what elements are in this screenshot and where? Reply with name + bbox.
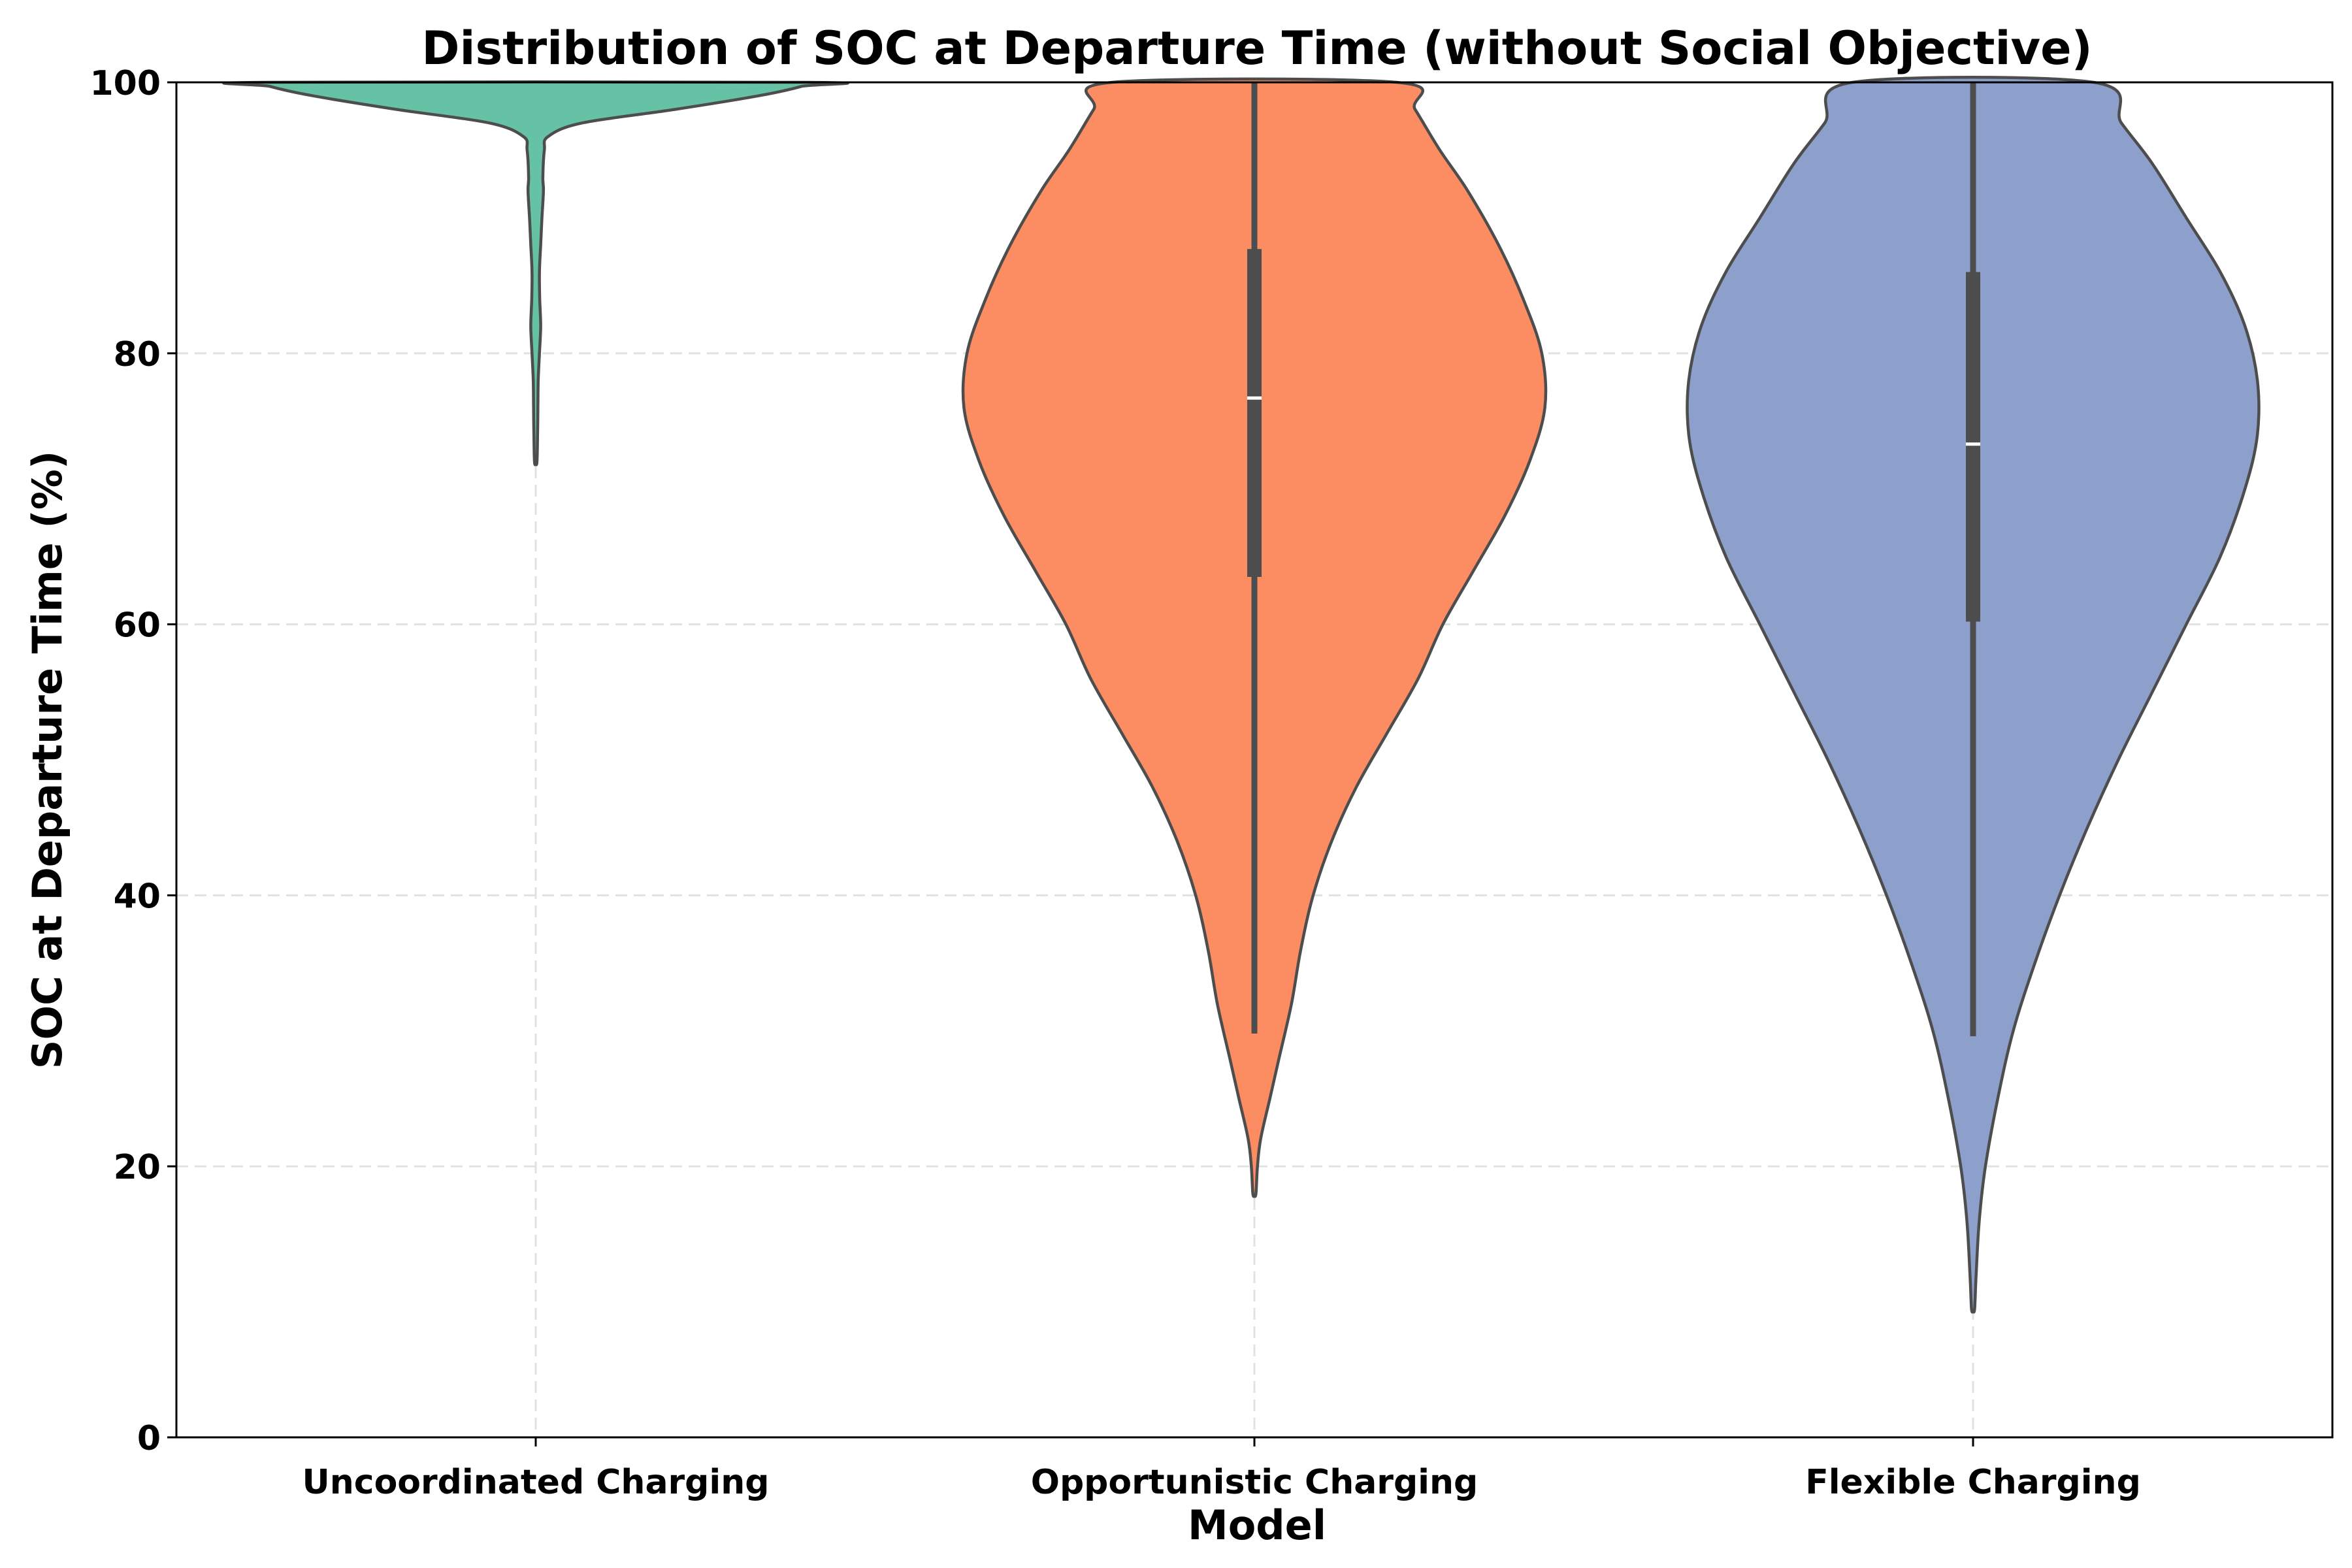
y-tick-label: 0 bbox=[137, 1419, 161, 1458]
y-tick-label: 60 bbox=[114, 606, 161, 645]
y-tick-label: 20 bbox=[114, 1148, 161, 1187]
x-tick-label: Flexible Charging bbox=[1805, 1463, 2141, 1502]
violin-group bbox=[1686, 75, 2261, 1314]
axis-ticks: 0 20 40 60 80 100 Uncoordinated Charging Opport… bbox=[90, 64, 2140, 1502]
y-tick-label: 80 bbox=[114, 335, 161, 374]
x-tick-label: Uncoordinated Charging bbox=[302, 1463, 770, 1502]
chart-title: Distribution of SOC at Departure Time (w… bbox=[421, 22, 2092, 75]
y-tick-label: 100 bbox=[90, 64, 161, 103]
violin-group bbox=[961, 77, 1548, 1198]
violins bbox=[222, 75, 2261, 1314]
x-tick-label: Opportunistic Charging bbox=[1031, 1463, 1478, 1502]
violin-group bbox=[222, 80, 849, 466]
x-axis-label: Model bbox=[1188, 1501, 1326, 1549]
y-axis-label: SOC at Departure Time (%) bbox=[24, 451, 71, 1069]
y-tick-label: 40 bbox=[114, 877, 161, 916]
violin-body bbox=[222, 80, 849, 466]
violin-iqr-box bbox=[1247, 249, 1262, 578]
violin-iqr-box bbox=[1966, 272, 1980, 622]
